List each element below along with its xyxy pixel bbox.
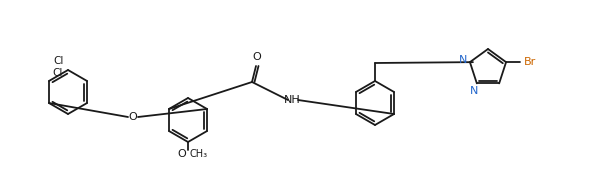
Text: O: O bbox=[129, 112, 137, 122]
Text: O: O bbox=[253, 52, 261, 62]
Text: NH: NH bbox=[284, 95, 300, 105]
Text: O: O bbox=[177, 149, 186, 159]
Text: Cl: Cl bbox=[54, 56, 64, 66]
Text: Cl: Cl bbox=[52, 68, 63, 78]
Text: N: N bbox=[459, 55, 467, 65]
Text: N: N bbox=[470, 86, 478, 96]
Text: CH₃: CH₃ bbox=[190, 149, 208, 159]
Text: Br: Br bbox=[524, 57, 536, 67]
